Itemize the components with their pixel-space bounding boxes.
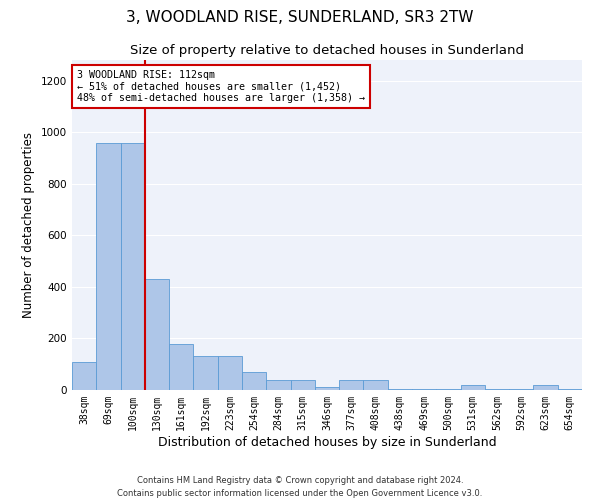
Text: 3, WOODLAND RISE, SUNDERLAND, SR3 2TW: 3, WOODLAND RISE, SUNDERLAND, SR3 2TW [126, 10, 474, 25]
Bar [169, 344, 193, 390]
X-axis label: Distribution of detached houses by size in Sunderland: Distribution of detached houses by size … [158, 436, 496, 448]
Bar [218, 356, 242, 390]
Bar [315, 388, 339, 390]
Text: 3 WOODLAND RISE: 112sqm
← 51% of detached houses are smaller (1,452)
48% of semi: 3 WOODLAND RISE: 112sqm ← 51% of detache… [77, 70, 365, 103]
Bar [558, 388, 582, 390]
Bar [145, 279, 169, 390]
Bar [121, 142, 145, 390]
Bar [72, 362, 96, 390]
Bar [290, 380, 315, 390]
Bar [266, 380, 290, 390]
Bar [242, 372, 266, 390]
Bar [461, 385, 485, 390]
Bar [364, 380, 388, 390]
Bar [96, 142, 121, 390]
Bar [339, 380, 364, 390]
Y-axis label: Number of detached properties: Number of detached properties [22, 132, 35, 318]
Bar [485, 388, 509, 390]
Title: Size of property relative to detached houses in Sunderland: Size of property relative to detached ho… [130, 44, 524, 58]
Bar [412, 388, 436, 390]
Bar [388, 388, 412, 390]
Bar [509, 388, 533, 390]
Bar [436, 388, 461, 390]
Bar [533, 385, 558, 390]
Bar [193, 356, 218, 390]
Text: Contains HM Land Registry data © Crown copyright and database right 2024.
Contai: Contains HM Land Registry data © Crown c… [118, 476, 482, 498]
